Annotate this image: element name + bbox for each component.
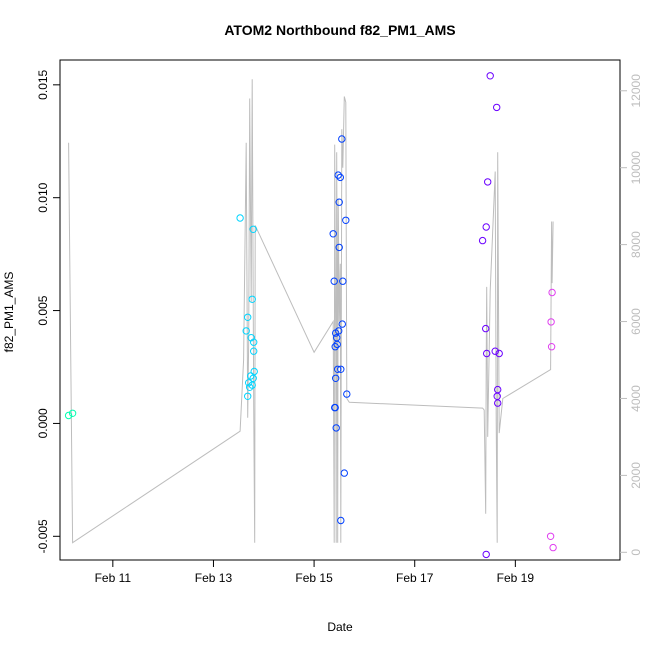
data-point (68, 409, 77, 417)
data-point (549, 543, 557, 552)
y-tick-label: 0.010 (36, 182, 50, 212)
y2-tick-label: 0 (629, 549, 643, 556)
data-point (244, 392, 252, 400)
data-point (494, 385, 502, 394)
x-tick-label: Feb 19 (497, 571, 535, 585)
data-point (338, 135, 346, 143)
data-point (336, 173, 344, 182)
data-point (244, 313, 252, 321)
data-point (482, 223, 490, 231)
data-point (491, 347, 499, 355)
data-point (332, 374, 340, 382)
y2-tick-label: 8000 (629, 231, 643, 258)
chart-title: ATOM2 Northbound f82_PM1_AMS (224, 22, 455, 38)
data-point (250, 338, 258, 346)
data-point (335, 243, 343, 252)
data-point (343, 390, 351, 398)
data-point (249, 374, 257, 382)
data-point (482, 324, 490, 333)
data-point (334, 365, 342, 373)
data-point (250, 367, 258, 376)
data-point (236, 214, 244, 222)
data-point (250, 347, 258, 355)
data-point (331, 403, 339, 412)
data-point (248, 381, 256, 389)
data-point (332, 424, 340, 432)
y2-tick-label: 6000 (629, 308, 643, 335)
data-point (494, 399, 502, 407)
data-point (331, 343, 339, 351)
data-point (329, 230, 337, 238)
data-point (335, 327, 343, 335)
data-point (484, 178, 492, 186)
secondary-series-line (68, 79, 554, 544)
y2-tick-label: 4000 (629, 385, 643, 412)
data-point (547, 318, 555, 326)
data-point (493, 103, 501, 112)
data-point (242, 327, 250, 335)
x-axis: Feb 11 Feb 13 Feb 15 Feb 17 Feb 19 (95, 560, 535, 585)
data-point (495, 349, 503, 358)
y2-tick-label: 2000 (629, 462, 643, 489)
data-point (483, 349, 491, 358)
x-axis-label: Date (327, 620, 353, 634)
data-point (340, 469, 348, 477)
data-point (337, 516, 345, 525)
data-point (64, 411, 73, 420)
y-axis-label: f82_PM1_AMS (2, 272, 16, 353)
data-point (478, 236, 487, 245)
x-tick-label: Feb 11 (95, 571, 132, 585)
y2-tick-label: 12000 (629, 74, 643, 108)
data-point (339, 277, 347, 285)
y-tick-label: 0.015 (36, 69, 50, 99)
plot-frame (59, 59, 621, 561)
data-point (548, 288, 556, 297)
y-axis-left: -0.005 0.000 0.005 0.010 0.015 (36, 69, 60, 553)
data-point (246, 383, 254, 391)
y2-tick-label: 10000 (629, 151, 643, 185)
y-tick-label: -0.005 (36, 519, 50, 553)
data-point (482, 550, 490, 559)
x-tick-label: Feb 15 (295, 571, 333, 585)
data-points-layer (64, 72, 557, 559)
y-tick-label: 0.005 (36, 295, 50, 325)
y-tick-label: 0.000 (36, 408, 50, 438)
data-point (342, 216, 350, 225)
data-point (337, 365, 345, 373)
y-axis-right: 0 2000 4000 6000 8000 10000 12000 (620, 74, 643, 556)
data-point (486, 72, 494, 80)
x-tick-label: Feb 13 (195, 571, 233, 585)
data-point (248, 295, 256, 303)
data-point (249, 225, 257, 234)
data-point (335, 198, 343, 206)
data-point (333, 340, 341, 349)
x-tick-label: Feb 17 (396, 571, 434, 585)
data-point (334, 171, 342, 179)
data-point (338, 320, 346, 328)
data-point (330, 277, 338, 285)
data-point (547, 343, 556, 351)
secondary-series-layer (68, 79, 554, 544)
data-point (546, 532, 555, 540)
data-point (247, 372, 255, 380)
